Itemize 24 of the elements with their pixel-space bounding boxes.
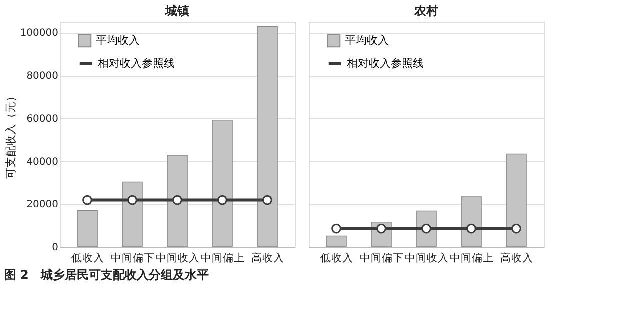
chart-title: 城镇: [164, 4, 190, 18]
legend-label: 平均收入: [96, 34, 140, 47]
y-tick-label: 80000: [26, 71, 58, 82]
x-tick-label: 中间偏上: [450, 252, 494, 264]
x-tick-label: 中间偏下: [360, 252, 404, 264]
chart-title: 农村: [414, 4, 438, 18]
legend-label: 相对收入参照线: [98, 57, 175, 70]
x-tick-label: 低收入: [72, 252, 104, 264]
y-tick-label: 40000: [26, 156, 58, 168]
caption: 图 2 城乡居民可支配收入分组及水平: [4, 268, 209, 282]
y-tick-label: 60000: [26, 114, 58, 125]
y-axis-title: 可支配收入（元）: [4, 91, 18, 179]
legend-label: 相对收入参照线: [347, 57, 424, 70]
y-tick-label: 100000: [20, 28, 58, 40]
x-tick-label: 中间偏下: [111, 252, 155, 264]
x-tick-label: 低收入: [320, 252, 354, 264]
x-tick-label: 中间偏上: [201, 252, 245, 264]
x-tick-label: 中间收入: [405, 252, 449, 264]
x-tick-label: 中间收入: [156, 252, 200, 264]
x-tick-label: 高收入: [500, 252, 534, 264]
legend-label: 平均收入: [345, 34, 389, 47]
y-tick-label: 0: [52, 242, 58, 254]
x-tick-label: 高收入: [252, 252, 284, 264]
y-tick-label: 20000: [26, 200, 58, 211]
